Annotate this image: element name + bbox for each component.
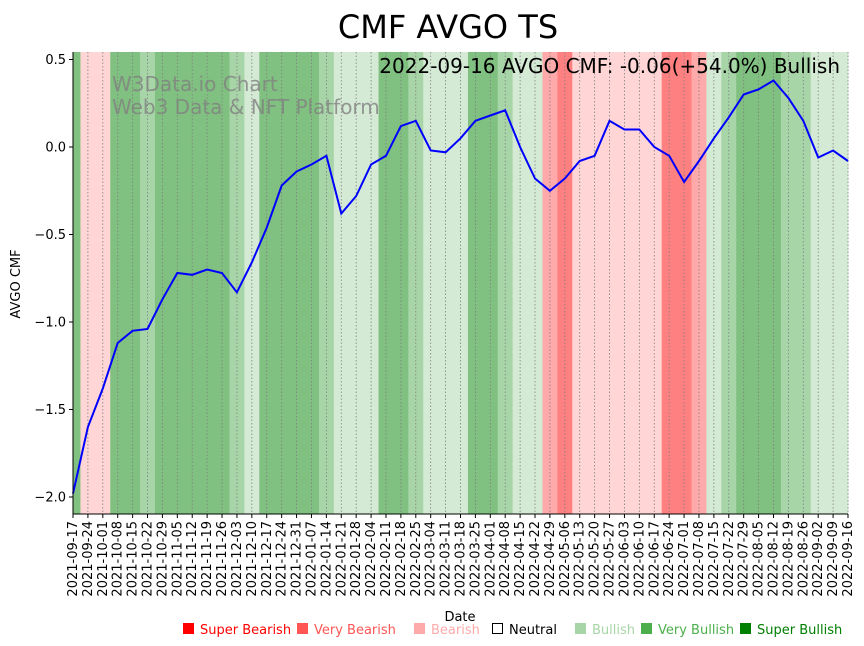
x-tick-label: 2021-12-10 <box>245 521 260 597</box>
legend-marker <box>641 623 652 634</box>
y-tick-label: −0.5 <box>34 228 66 243</box>
y-tick-label: −1.5 <box>34 403 66 418</box>
y-axis-label: AVGO CMF <box>9 249 24 318</box>
x-tick-label: 2022-01-28 <box>349 521 364 597</box>
legend-label: Super Bearish <box>200 623 291 638</box>
x-tick-label: 2022-04-29 <box>543 521 558 597</box>
x-tick-label: 2022-02-04 <box>364 521 379 597</box>
x-tick-label: 2022-07-22 <box>722 521 737 597</box>
x-tick-label: 2022-08-19 <box>781 521 796 597</box>
x-tick-label: 2021-12-24 <box>275 521 290 597</box>
x-tick-label: 2021-09-24 <box>81 521 96 597</box>
x-tick-label: 2022-08-05 <box>752 521 767 597</box>
sentiment-band <box>840 52 849 514</box>
x-tick-label: 2021-12-03 <box>230 521 245 597</box>
chart-title: CMF AVGO TS <box>338 8 558 46</box>
x-tick-label: 2022-04-08 <box>498 521 513 597</box>
y-tick-label: −2.0 <box>34 491 66 506</box>
x-tick-label: 2021-12-31 <box>290 521 305 597</box>
x-tick-label: 2022-07-01 <box>677 521 692 597</box>
x-tick-label: 2021-10-15 <box>126 521 141 597</box>
x-tick-label: 2022-07-29 <box>737 521 752 597</box>
x-tick-label: 2022-01-21 <box>334 521 349 597</box>
legend-label: Super Bullish <box>757 623 842 638</box>
x-tick-label: 2022-04-15 <box>513 521 528 597</box>
legend-label: Bullish <box>592 623 635 638</box>
legend-label: Neutral <box>509 623 557 638</box>
cmf-line <box>72 79 849 494</box>
x-tick-label: 2022-02-18 <box>394 521 409 597</box>
watermark-line-2: Web3 Data & NFT Platform <box>112 95 380 119</box>
x-tick-label: 2022-05-06 <box>558 521 573 597</box>
legend: Super Bearish Very Bearish Bearish Neutral B… <box>183 623 842 638</box>
legend-label: Very Bearish <box>314 623 396 638</box>
x-tick-label: 2022-09-09 <box>826 521 841 597</box>
x-tick-label: 2021-11-19 <box>200 521 215 597</box>
gridlines <box>72 52 849 514</box>
x-tick-label: 2022-04-01 <box>483 521 498 597</box>
x-tick-label: 2022-06-17 <box>647 521 662 597</box>
x-tick-label: 2022-08-12 <box>766 521 781 597</box>
x-tick-label: 2022-09-16 <box>841 521 856 597</box>
legend-marker <box>492 623 503 634</box>
x-tick-label: 2021-10-22 <box>141 521 156 597</box>
x-tick-label: 2022-07-08 <box>692 521 707 597</box>
x-tick-label: 2022-04-22 <box>528 521 543 597</box>
x-tick-label: 2021-12-17 <box>260 521 275 597</box>
x-tick-label: 2021-11-05 <box>170 521 185 597</box>
x-tick-label: 2021-10-01 <box>96 521 111 597</box>
x-tick-label: 2022-05-13 <box>573 521 588 597</box>
x-tick-label: 2022-01-14 <box>319 521 334 597</box>
x-tick-label: 2022-09-02 <box>811 521 826 597</box>
axes: 2021-09-17 2021-09-24 2021-10-01 2021-10-08… <box>34 52 856 597</box>
x-tick-label: 2022-05-27 <box>603 521 618 597</box>
x-tick-label: 2022-03-04 <box>424 521 439 597</box>
legend-marker <box>183 623 194 634</box>
x-tick-label: 2022-06-03 <box>617 521 632 597</box>
x-tick-label: 2022-06-10 <box>632 521 647 597</box>
sentiment-band <box>73 52 81 514</box>
legend-marker <box>740 623 751 634</box>
x-tick-label: 2021-10-08 <box>111 521 126 597</box>
x-axis-label: Date <box>444 610 475 625</box>
y-tick-label: 0.5 <box>45 53 66 68</box>
legend-label: Bearish <box>431 623 480 638</box>
x-tick-label: 2022-01-07 <box>304 521 319 597</box>
x-tick-label: 2022-03-18 <box>454 521 469 597</box>
x-tick-label: 2021-09-17 <box>66 521 81 597</box>
x-tick-label: 2022-03-11 <box>439 521 454 597</box>
y-tick-label: 0.0 <box>45 141 66 156</box>
legend-marker <box>575 623 586 634</box>
x-tick-label: 2021-10-29 <box>155 521 170 597</box>
x-tick-label: 2022-06-24 <box>662 521 677 597</box>
y-tick-label: −1.0 <box>34 316 66 331</box>
x-tick-label: 2022-02-25 <box>409 521 424 597</box>
x-tick-label: 2022-02-11 <box>379 521 394 597</box>
watermark-line-1: W3Data.io Chart <box>112 72 278 96</box>
x-tick-label: 2021-11-12 <box>185 521 200 597</box>
legend-marker <box>414 623 425 634</box>
x-tick-label: 2022-05-20 <box>588 521 603 597</box>
legend-label: Very Bullish <box>658 623 734 638</box>
chart-annotation: 2022-09-16 AVGO CMF: -0.06(+54.0%) Bulli… <box>379 54 840 78</box>
x-tick-label: 2021-11-26 <box>215 521 230 597</box>
x-tick-label: 2022-03-25 <box>468 521 483 597</box>
x-tick-label: 2022-07-15 <box>707 521 722 597</box>
legend-marker <box>297 623 308 634</box>
x-tick-label: 2022-08-26 <box>796 521 811 597</box>
